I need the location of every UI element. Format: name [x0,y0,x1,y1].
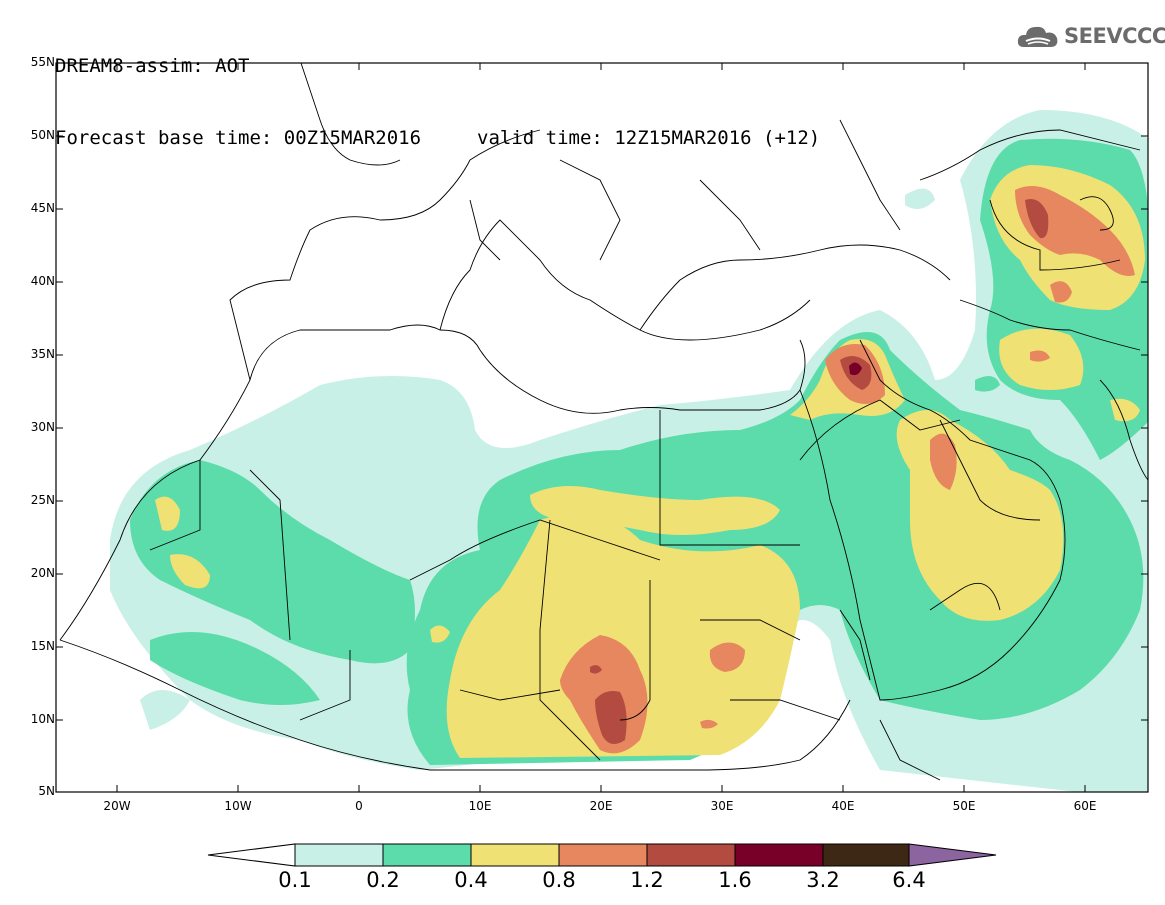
cloud-icon [1017,26,1058,47]
map-title: DREAM8-assim: AOT Forecast base time: 00… [55,6,820,174]
colorbar-label: 1.6 [718,868,752,892]
colorbar-bin-1.6-3.2 [734,843,824,867]
lon-label: 0 [355,799,363,813]
colorbar-bin-0.4-0.8 [470,843,560,867]
colorbar-bin-0.1-0.2 [294,843,384,867]
lat-label: 45N [30,201,55,215]
colorbar-label: 6.4 [892,868,926,892]
colorbar-low-arrow [207,843,296,867]
colorbar-bin-0.2-0.4 [382,843,472,867]
lon-label: 20E [589,799,613,813]
coastlines-and-borders [59,63,1148,781]
lat-label: 10N [30,712,55,726]
time-info: Forecast base time: 00Z15MAR2016 valid t… [55,126,820,150]
product-title: DREAM8-assim: AOT [55,55,250,77]
lon-label: 40E [831,799,855,813]
lat-label: 20N [30,566,55,580]
lat-label: 40N [30,274,55,288]
lat-label: 15N [30,639,55,653]
lon-label: 30E [710,799,734,813]
axis-ticks [56,62,1148,792]
lat-label: 5N [38,784,55,798]
colorbar-label: 0.1 [278,868,312,892]
lat-label: 50N [30,128,55,142]
lat-label: 25N [30,493,55,507]
valid-time: valid time: 12Z15MAR2016 (+12) [477,127,821,149]
colorbar-label: 0.2 [366,868,400,892]
lat-label: 30N [30,420,55,434]
lon-label: 60E [1073,799,1097,813]
lat-label: 55N [30,55,55,69]
forecast-base-time: Forecast base time: 00Z15MAR2016 [55,127,422,149]
aot-field [110,110,1148,792]
lon-label: 20W [103,799,131,813]
lon-label: 50E [952,799,976,813]
logo-text: SEEVCCC [1064,24,1165,48]
colorbar-label: 0.4 [454,868,488,892]
colorbar-bin-3.2-6.4 [822,843,910,867]
colorbar-bin-0.8-1.2 [558,843,648,867]
colorbar [207,843,997,867]
colorbar-high-arrow [908,843,997,867]
aot-1.6-3.2 [849,362,862,376]
colorbar-label: 0.8 [542,868,576,892]
seevccc-logo: SEEVCCC [1016,22,1165,50]
lon-label: 10E [468,799,492,813]
lat-label: 35N [30,347,55,361]
colorbar-label: 1.2 [630,868,664,892]
colorbar-bin-1.2-1.6 [646,843,736,867]
colorbar-label: 3.2 [806,868,840,892]
lon-label: 10W [224,799,252,813]
